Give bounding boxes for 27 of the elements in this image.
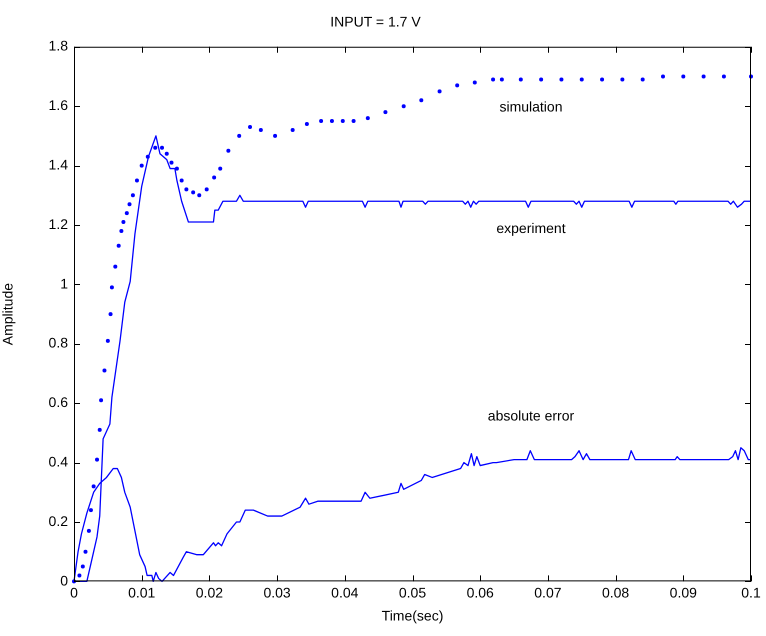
y-tick-label: 0.6 xyxy=(48,394,68,410)
y-tick-label: 1.8 xyxy=(48,38,68,54)
x-axis-title: Time(sec) xyxy=(382,607,444,624)
y-tick-label: 1.2 xyxy=(48,216,68,232)
y-tick-label: 0.8 xyxy=(48,334,68,351)
x-tick-label: 0.06 xyxy=(466,584,494,601)
y-tick-label: 0.2 xyxy=(48,512,68,529)
y-tick-label: 1 xyxy=(60,275,68,292)
x-tick-label: 0.02 xyxy=(196,584,224,601)
y-tick-label: 1.6 xyxy=(48,97,68,114)
x-tick-label: 0.05 xyxy=(398,584,426,601)
x-tick-label: 0.08 xyxy=(602,584,630,601)
x-tick-label: 0.07 xyxy=(534,584,562,601)
chart-title: INPUT = 1.7 V xyxy=(330,13,422,30)
series-label: experiment xyxy=(496,220,566,236)
series-label: absolute error xyxy=(488,408,574,424)
x-tick-label: 0 xyxy=(70,584,78,601)
series-label: simulation xyxy=(499,98,562,114)
x-tick-label: 0.01 xyxy=(128,584,156,601)
y-tick-label: 1.4 xyxy=(48,156,68,172)
x-tick-label: 0.04 xyxy=(331,584,359,601)
y-tick-label: 0 xyxy=(60,572,68,588)
y-tick-label: 0.4 xyxy=(48,453,68,470)
x-tick-label: 0.1 xyxy=(741,584,761,601)
x-tick-label: 0.09 xyxy=(670,584,698,601)
x-tick-label: 0.03 xyxy=(263,584,291,601)
y-axis-title: Amplitude xyxy=(0,282,16,346)
